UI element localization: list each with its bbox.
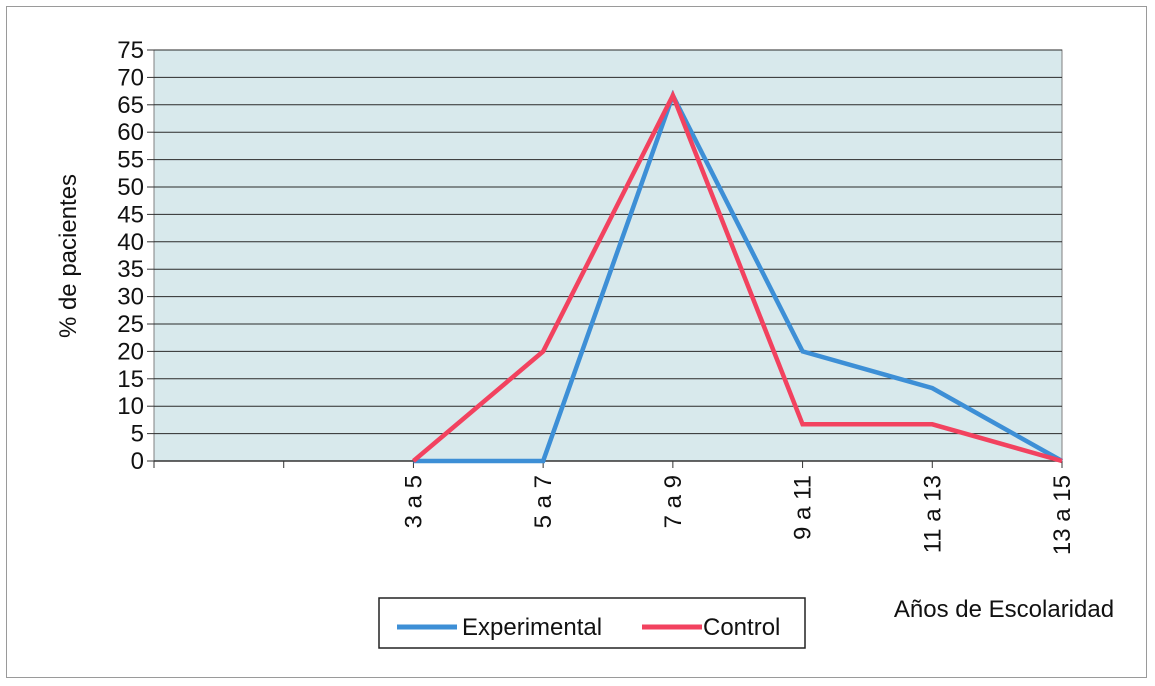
y-tick-label: 30 — [117, 284, 144, 311]
y-tick-label: 25 — [117, 311, 144, 338]
x-axis-ticks: 3 a 5 5 a 7 7 a 9 9 a 11 11 a 13 13 a 15 — [153, 460, 1076, 555]
legend-label-control: Control — [703, 614, 780, 641]
y-tick-label: 45 — [117, 201, 144, 228]
plot-area — [153, 49, 1063, 462]
chart-frame — [6, 6, 1147, 678]
y-tick-label: 75 — [117, 37, 144, 64]
x-tick-label: 13 a 15 — [1049, 475, 1076, 555]
y-tick-label: 10 — [117, 393, 144, 420]
legend: Experimental Control — [397, 614, 780, 641]
y-tick-label: 60 — [117, 119, 144, 146]
y-tick-label: 40 — [117, 229, 144, 256]
y-tick-label: 65 — [117, 92, 144, 119]
y-tick-label: 55 — [117, 147, 144, 174]
y-tick-label: 50 — [117, 174, 144, 201]
legend-box — [378, 597, 806, 649]
y-tick-label: 20 — [117, 338, 144, 365]
series-lines — [411, 89, 1064, 464]
x-tick-label: 7 a 9 — [660, 475, 687, 528]
series-line-control — [411, 90, 1063, 464]
gridlines — [154, 49, 1062, 435]
y-tick-label: 0 — [131, 448, 144, 475]
legend-label-experimental: Experimental — [462, 614, 602, 641]
series-line-experimental — [413, 89, 1064, 464]
y-tick-label: 5 — [131, 421, 144, 448]
y-axis-label: % de pacientes — [55, 174, 82, 338]
y-tick-label: 15 — [117, 366, 144, 393]
x-tick-label: 5 a 7 — [530, 475, 557, 528]
x-tick-label: 9 a 11 — [790, 475, 817, 540]
x-axis-label: Años de Escolaridad — [894, 596, 1114, 623]
x-tick-label: 11 a 13 — [919, 475, 946, 553]
x-tick-label: 3 a 5 — [400, 475, 427, 528]
y-tick-label: 70 — [117, 64, 144, 91]
y-tick-label: 35 — [117, 256, 144, 283]
